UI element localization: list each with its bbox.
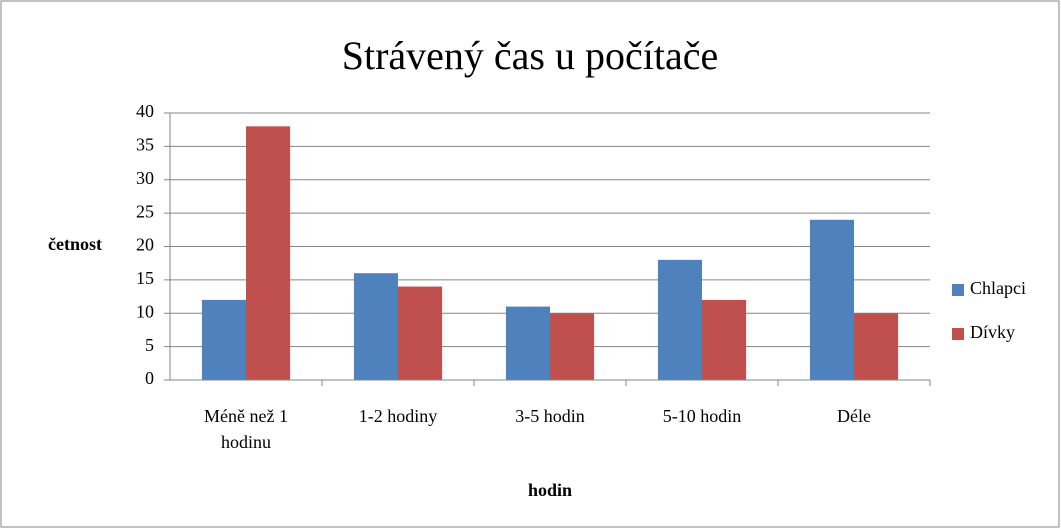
x-tick-label: 1-2 hodiny	[359, 406, 438, 426]
legend-label: Chlapci	[970, 278, 1026, 298]
legend-swatch	[952, 328, 964, 340]
y-tick-label: 15	[136, 268, 154, 288]
legend-swatch	[952, 284, 964, 296]
legend-label: Dívky	[970, 322, 1015, 342]
bar	[854, 313, 899, 380]
y-tick-label: 25	[136, 201, 154, 221]
bar	[550, 313, 595, 380]
bar	[809, 219, 854, 380]
bar	[505, 306, 550, 380]
x-tick-label: 5-10 hodin	[663, 406, 742, 426]
x-tick-label: 3-5 hodin	[515, 406, 585, 426]
y-tick-label: 35	[136, 135, 154, 155]
y-axis-label: četnost	[48, 234, 102, 254]
x-tick-label: Méně než 1 hodinu	[204, 406, 288, 452]
y-tick-label: 10	[136, 301, 154, 321]
bar	[657, 259, 702, 380]
y-tick-label: 5	[145, 335, 154, 355]
bar	[702, 299, 747, 380]
y-tick-label: 30	[136, 168, 154, 188]
x-axis-label: hodin	[528, 480, 572, 500]
bar	[353, 273, 398, 380]
x-tick-label: Déle	[837, 406, 871, 426]
y-tick-label: 20	[136, 235, 154, 255]
y-tick-label: 0	[145, 368, 154, 388]
bar	[246, 126, 291, 380]
bar	[201, 299, 246, 380]
bar	[398, 286, 443, 380]
y-tick-label: 40	[136, 101, 154, 121]
chart-title: Strávený čas u počítače	[342, 33, 719, 78]
